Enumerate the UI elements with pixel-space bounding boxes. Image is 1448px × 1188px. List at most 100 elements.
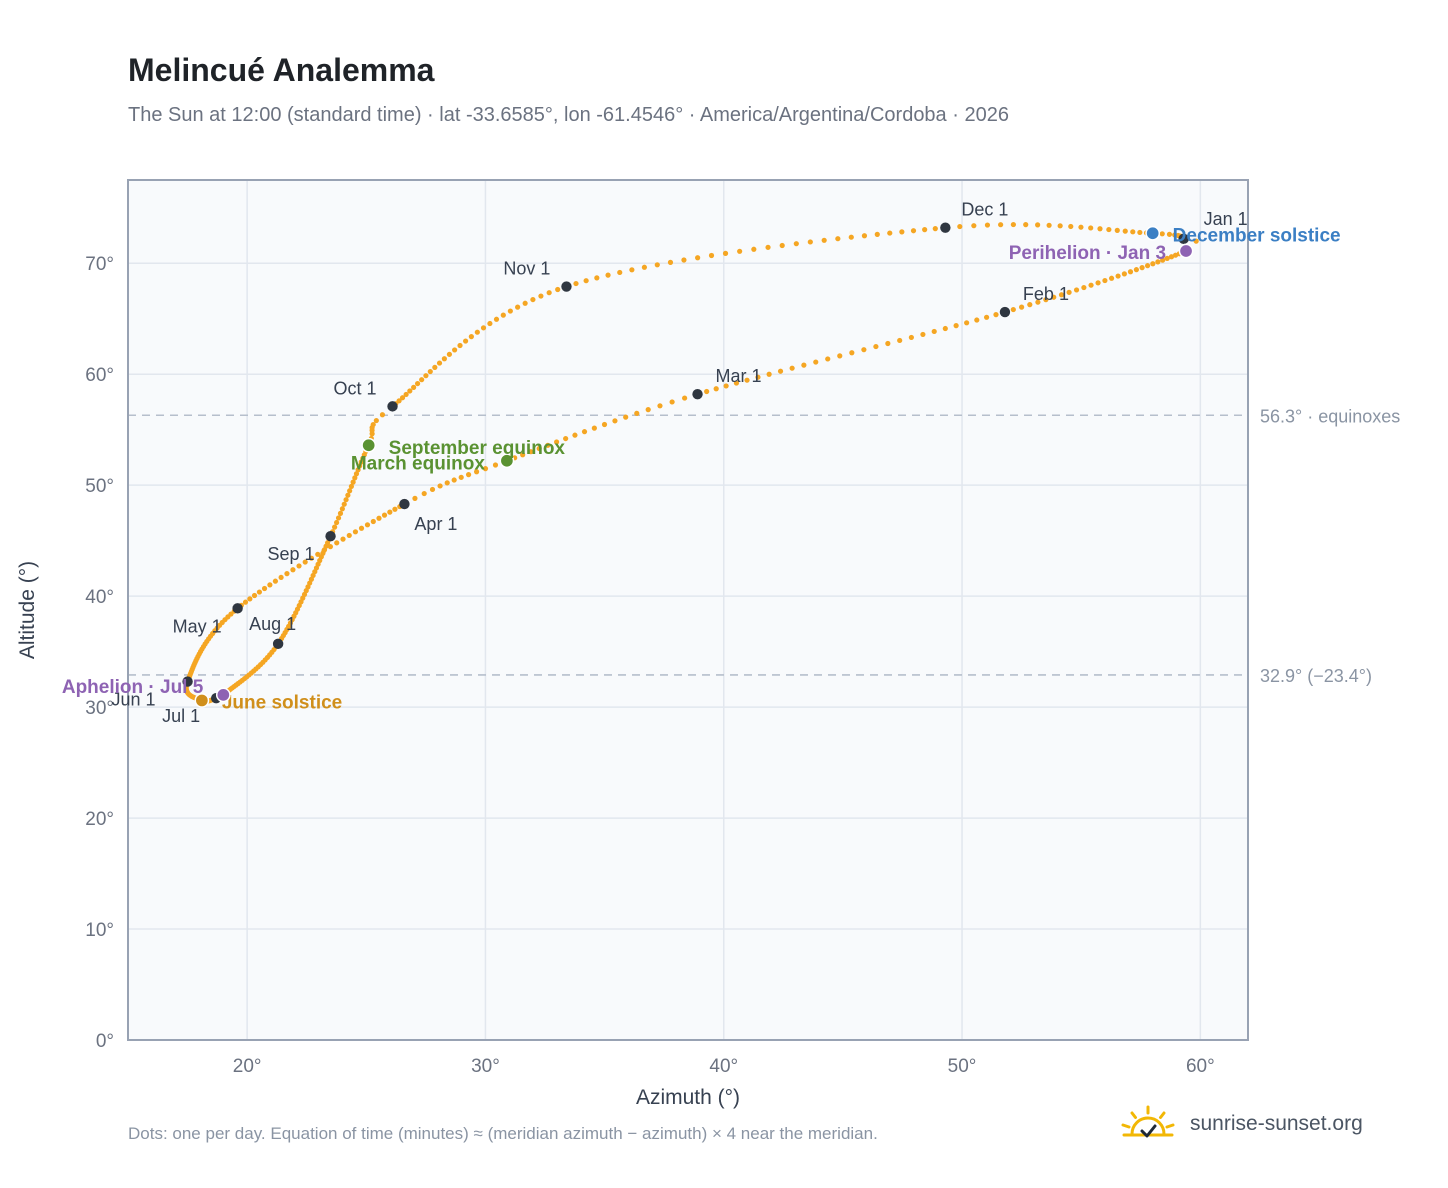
x-tick-label: 60° (1186, 1056, 1215, 1077)
x-tick-label: 20° (233, 1056, 262, 1077)
day-dot (432, 364, 438, 370)
day-dot (885, 340, 891, 347)
x-tick-label: 50° (948, 1056, 977, 1077)
day-dot (591, 425, 597, 431)
month-marker (387, 401, 398, 412)
day-dot (1088, 282, 1094, 288)
event-marker (361, 437, 377, 453)
day-dot (813, 359, 819, 365)
day-dot (545, 442, 551, 448)
day-dot (825, 356, 831, 362)
day-dot (1057, 223, 1063, 229)
day-dot (1166, 231, 1173, 237)
day-dot (1159, 231, 1165, 237)
day-dot (922, 227, 928, 233)
day-dot (352, 529, 359, 535)
day-dot (444, 480, 450, 486)
day-dot (487, 320, 493, 327)
event-label: Perihelion · Jan 3 (1009, 243, 1166, 264)
day-dot (302, 559, 308, 565)
sun-logo-icon (1121, 1105, 1175, 1138)
day-dot (348, 483, 355, 490)
reference-lines: 56.3° · equinoxes 32.9° (−23.4°) (128, 406, 1400, 686)
day-dot (897, 337, 903, 344)
day-dot (581, 429, 588, 435)
day-dot (373, 417, 379, 424)
day-dot (837, 353, 843, 359)
day-dot (920, 331, 926, 338)
x-tick-label: 30° (471, 1056, 500, 1077)
day-dot (1066, 289, 1072, 295)
day-dot (1035, 299, 1041, 305)
day-dot (1043, 297, 1049, 303)
day-dot (723, 383, 729, 389)
day-dot (657, 403, 663, 409)
day-dot (807, 239, 813, 245)
day-dot (682, 395, 688, 401)
day-dot (251, 592, 258, 599)
day-dot (1144, 263, 1151, 269)
plot-area (128, 180, 1248, 1040)
day-dot (500, 312, 506, 318)
x-axis-ticks: 20° 30° 40° 50° 60° (233, 1056, 1215, 1077)
day-dot (427, 368, 433, 375)
day-dot (407, 388, 413, 394)
day-dot (345, 492, 351, 498)
day-dot (350, 479, 356, 485)
day-dot (452, 347, 458, 353)
day-dot (242, 599, 249, 605)
event-marker (194, 693, 210, 708)
day-dot (1046, 222, 1052, 228)
day-dot (617, 269, 623, 276)
day-dot (751, 246, 757, 252)
day-dot (641, 264, 648, 270)
day-dot (1058, 292, 1065, 298)
chart-title: Melincué Analemma (128, 52, 435, 88)
day-dot (429, 486, 436, 493)
day-dot (910, 228, 917, 234)
day-dot (296, 563, 302, 569)
day-dot (1114, 227, 1120, 233)
day-dot (942, 325, 948, 332)
day-dot (339, 506, 345, 512)
day-dot (507, 308, 513, 314)
day-dot (634, 410, 640, 416)
event-marker (1178, 243, 1194, 259)
day-dot (777, 368, 784, 374)
day-dot (594, 275, 600, 281)
day-dot (446, 351, 453, 357)
day-dot (704, 388, 710, 395)
day-dot (421, 490, 427, 497)
day-dot (340, 536, 346, 542)
day-dot (353, 471, 360, 477)
month-label: Jul 1 (162, 706, 200, 726)
day-dot (984, 222, 991, 228)
day-dot (412, 495, 418, 501)
day-dot (1121, 271, 1127, 277)
day-dot (1078, 224, 1084, 230)
day-dot (355, 467, 361, 473)
day-dot (333, 519, 340, 526)
day-dot (801, 362, 807, 368)
month-marker (940, 222, 951, 233)
day-dot (848, 234, 854, 240)
day-dot (247, 596, 253, 602)
month-marker (561, 281, 572, 292)
day-dot (553, 439, 560, 445)
brand[interactable]: sunrise-sunset.org (1120, 1102, 1363, 1146)
day-dot (457, 342, 463, 349)
day-dot (437, 483, 443, 489)
day-dot (473, 469, 480, 475)
day-dot (766, 371, 772, 377)
day-dot (358, 525, 365, 531)
day-dot (352, 475, 358, 481)
day-dot (399, 395, 406, 401)
month-label: Mar 1 (716, 366, 762, 386)
day-dot (272, 578, 279, 584)
day-dot (528, 449, 534, 455)
day-dot (290, 567, 296, 573)
month-marker (272, 638, 284, 650)
day-dot (629, 267, 635, 273)
day-dot (411, 384, 417, 390)
